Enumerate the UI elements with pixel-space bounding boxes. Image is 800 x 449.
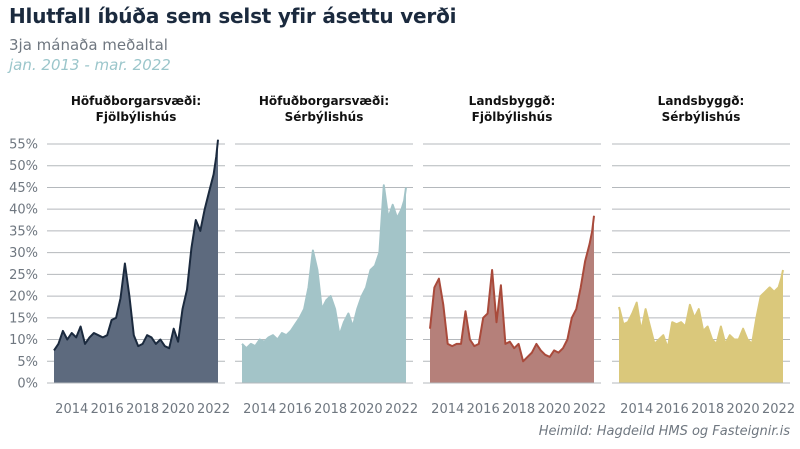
x-tick-label: 2014: [431, 402, 464, 417]
panel-title-line1: Höfuðborgarsvæði:: [71, 94, 201, 108]
x-tick-label: 2018: [691, 402, 724, 417]
y-tick-label: 5%: [17, 355, 38, 370]
y-tick-label: 35%: [9, 224, 38, 239]
series-line: [429, 215, 595, 363]
series-line: [241, 184, 407, 350]
panel-title-line2: Fjölbýlishús: [472, 110, 553, 124]
y-tick-label: 10%: [9, 333, 38, 348]
y-tick-label: 40%: [9, 203, 38, 218]
x-tick-label: 2016: [467, 402, 500, 417]
panel-title-line1: Landsbyggð:: [469, 94, 556, 108]
chart-subtitle: 3ja mánaða meðaltal: [9, 36, 168, 54]
panel-title-line1: Landsbyggð:: [658, 94, 745, 108]
panel-title-line2: Fjölbýlishús: [96, 110, 177, 124]
x-tick-label: 2016: [656, 402, 689, 417]
x-tick-label: 2022: [385, 402, 418, 417]
series-line: [618, 269, 784, 350]
panel-title-line1: Höfuðborgarsvæði:: [259, 94, 389, 108]
x-tick-label: 2022: [573, 402, 606, 417]
y-tick-label: 30%: [9, 246, 38, 261]
x-tick-label: 2020: [538, 402, 571, 417]
series-area: [430, 215, 594, 383]
x-tick-label: 2018: [502, 402, 535, 417]
y-tick-label: 45%: [9, 181, 38, 196]
y-tick-label: 55%: [9, 138, 38, 153]
x-tick-label: 2018: [314, 402, 347, 417]
series-line: [53, 139, 219, 351]
chart-title: Hlutfall íbúða sem selst yfir ásettu ver…: [9, 4, 457, 28]
source-note: Heimild: Hagdeild HMS og Fasteignir.is: [538, 424, 790, 439]
panel-title-line2: Sérbýlishús: [285, 110, 364, 124]
y-tick-label: 50%: [9, 159, 38, 174]
x-tick-label: 2022: [197, 402, 230, 417]
x-tick-label: 2014: [243, 402, 276, 417]
x-tick-label: 2020: [350, 402, 383, 417]
x-tick-label: 2018: [126, 402, 159, 417]
y-tick-label: 0%: [17, 377, 38, 392]
y-tick-label: 25%: [9, 268, 38, 283]
x-tick-label: 2022: [762, 402, 795, 417]
x-tick-label: 2014: [55, 402, 88, 417]
x-tick-label: 2020: [727, 402, 760, 417]
y-tick-label: 15%: [9, 311, 38, 326]
x-tick-label: 2014: [620, 402, 653, 417]
y-tick-label: 20%: [9, 290, 38, 305]
x-tick-label: 2016: [279, 402, 312, 417]
x-tick-label: 2020: [162, 402, 195, 417]
series-area: [619, 270, 783, 383]
x-tick-label: 2016: [91, 402, 124, 417]
panel-title-line2: Sérbýlishús: [662, 110, 741, 124]
series-area: [54, 139, 218, 383]
chart-date-range: jan. 2013 - mar. 2022: [9, 56, 171, 74]
